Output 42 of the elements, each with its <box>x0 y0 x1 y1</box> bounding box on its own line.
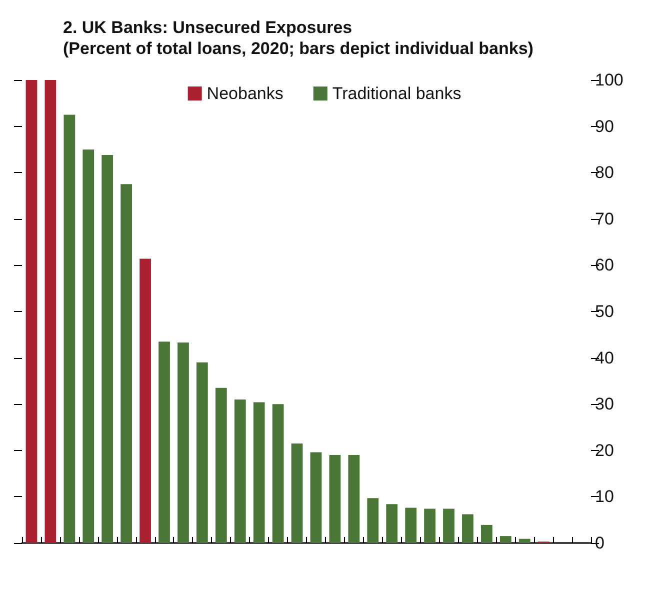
bar <box>102 155 114 543</box>
y-tick-label: 0 <box>595 534 604 552</box>
bar <box>158 342 170 543</box>
bar <box>443 508 454 543</box>
bar <box>310 452 322 543</box>
bar <box>518 538 530 543</box>
bar <box>64 114 76 543</box>
bar <box>405 508 417 543</box>
y-tick-label: 100 <box>595 70 624 90</box>
legend-label: Traditional banks <box>332 84 462 103</box>
y-tick-label: 40 <box>595 348 614 368</box>
bar <box>272 404 284 543</box>
y-tick-label: 20 <box>595 440 614 460</box>
chart-subtitle: (Percent of total loans, 2020; bars depict individual banks) <box>63 39 534 58</box>
y-tick-label: 90 <box>595 116 614 136</box>
y-tick-label: 80 <box>595 163 614 182</box>
bar <box>26 80 38 543</box>
bar <box>329 455 341 543</box>
bar <box>480 524 492 543</box>
bar <box>367 498 379 543</box>
bar <box>196 362 208 543</box>
bar <box>44 80 56 543</box>
y-tick-label: 10 <box>595 487 614 506</box>
bar <box>424 508 436 543</box>
bar <box>500 536 512 543</box>
bar <box>462 514 474 543</box>
bar <box>82 149 94 543</box>
y-tick-label: 50 <box>595 302 614 321</box>
y-tick-label: 60 <box>595 256 614 275</box>
bar <box>178 342 189 543</box>
bar <box>253 402 265 543</box>
legend-label: Neobanks <box>206 84 284 103</box>
bar <box>120 184 132 543</box>
bar <box>348 455 360 543</box>
y-tick-label: 70 <box>595 209 614 228</box>
chart-title: 2. UK Banks: Unsecured Exposures <box>63 18 352 37</box>
bar <box>215 388 227 543</box>
bar <box>291 443 303 543</box>
y-tick-label: 30 <box>595 394 614 414</box>
bar <box>140 258 151 543</box>
bar <box>386 504 398 543</box>
bar <box>234 399 246 543</box>
